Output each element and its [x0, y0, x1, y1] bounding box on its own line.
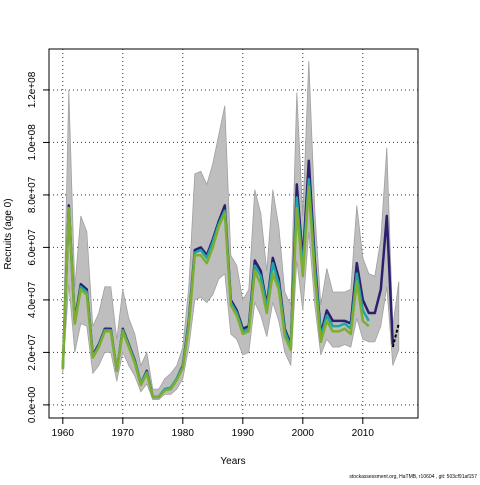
y-tick-label: 1.0e+08: [27, 124, 38, 161]
x-tick-label: 2000: [292, 428, 315, 439]
footnote: stockassessment.org, HaTMB, r10604 , git…: [349, 474, 477, 480]
confidence-band: [62, 61, 400, 401]
x-tick-label: 2010: [352, 428, 375, 439]
x-tick-label: 1980: [172, 428, 195, 439]
x-tick-label: 1990: [232, 428, 255, 439]
x-axis-label: Years: [220, 456, 245, 467]
y-tick-label: 1.2e+08: [27, 71, 38, 108]
series-line: [391, 323, 400, 348]
y-tick-label: 8.0e+07: [27, 176, 38, 213]
y-axis-label: Recruits (age 0): [3, 198, 14, 269]
y-tick-label: 4.0e+07: [27, 281, 38, 318]
plot-frame: [48, 48, 419, 419]
x-tick-label: 1970: [112, 428, 135, 439]
y-tick-label: 0.0e+00: [27, 386, 38, 423]
y-tick-label: 2.0e+07: [27, 334, 38, 371]
series-line: [61, 185, 370, 399]
y-tick-label: 6.0e+07: [27, 229, 38, 266]
x-tick-label: 1960: [52, 428, 75, 439]
